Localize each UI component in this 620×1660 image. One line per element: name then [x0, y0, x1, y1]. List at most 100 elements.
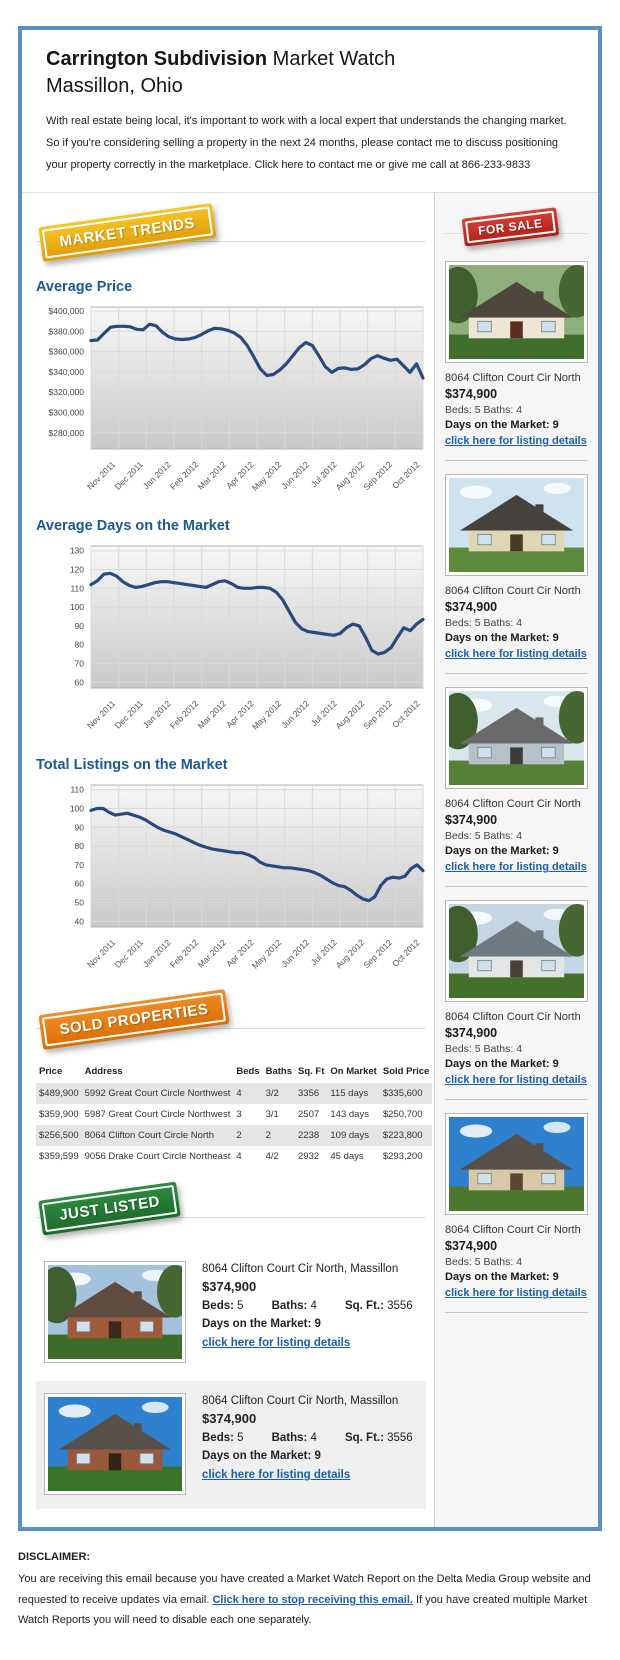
svg-text:70: 70 — [75, 860, 85, 870]
listing-beds-baths: Beds: 5 Baths: 4 — [445, 1043, 523, 1055]
just-listed-card: 8064 Clifton Court Cir North, Massillon … — [36, 1249, 499, 1377]
sold-table-cell: $359,900 — [39, 1109, 79, 1120]
svg-text:Aug 2012: Aug 2012 — [334, 937, 367, 970]
listing-price: $374,900 — [202, 1411, 257, 1426]
listing-photo[interactable] — [445, 474, 588, 576]
listing-beds-baths: Beds: 5 Baths: 4 — [445, 1256, 523, 1268]
listing-details-link[interactable]: click here for listing details — [445, 861, 587, 873]
svg-text:Jan 2012: Jan 2012 — [141, 937, 173, 969]
listing-address: 8064 Clifton Court Cir North — [445, 798, 581, 810]
sold-table-cell: $256,500 — [39, 1130, 79, 1141]
listing-days-on-market: Days on the Market: 9 — [445, 1058, 559, 1070]
sold-table-cell: 2507 — [298, 1109, 320, 1120]
section-divider — [36, 1028, 426, 1029]
listing-details-link[interactable]: click here for listing details — [202, 1469, 351, 1481]
svg-text:110: 110 — [70, 583, 84, 593]
sold-table-cell: $359,599 — [39, 1151, 79, 1162]
email-frame: Carrington Subdivision Market Watch Mass… — [18, 26, 602, 1531]
svg-text:Dec 2011: Dec 2011 — [113, 459, 146, 492]
sold-table-column-header: Sq. Ft — [298, 1066, 325, 1077]
sold-table-cell: $293,200 — [382, 1151, 423, 1162]
svg-text:120: 120 — [70, 565, 84, 575]
listing-sqft: Sq. Ft.: 3556 — [344, 1300, 413, 1312]
listing-address: 8064 Clifton Court Cir North — [445, 372, 581, 384]
listing-photo[interactable] — [44, 1393, 186, 1495]
listing-days-on-market: Days on the Market: 9 — [202, 1450, 321, 1462]
content-columns: MARKET TRENDS Average Price $280,000 $300… — [22, 192, 598, 1527]
sold-table-cell: 5987 Great Court Circle Northwest — [84, 1109, 231, 1120]
sold-table-cell: 2 — [236, 1130, 242, 1141]
for-sale-badge-label: FOR SALE — [464, 210, 556, 244]
sold-table-cell: 3/1 — [265, 1109, 279, 1120]
sold-table-cell: 5992 Great Court Circle Northwest — [84, 1088, 231, 1099]
listing-details-link[interactable]: click here for listing details — [445, 648, 587, 660]
for-sale-listing: 8064 Clifton Court Cir North $374,900 Be… — [445, 687, 588, 887]
listing-days-on-market: Days on the Market: 9 — [445, 632, 559, 644]
listing-beds-baths: Beds: 5 Baths: 4 — [445, 404, 523, 416]
listing-baths: Baths: 4 — [271, 1432, 317, 1444]
svg-text:Aug 2012: Aug 2012 — [334, 459, 367, 492]
svg-text:Dec 2011: Dec 2011 — [113, 698, 146, 731]
svg-text:May 2012: May 2012 — [250, 937, 284, 971]
svg-text:Nov 2011: Nov 2011 — [85, 459, 118, 492]
svg-text:110: 110 — [70, 785, 84, 795]
sold-table-cell: 143 days — [330, 1109, 369, 1120]
svg-text:Feb 2012: Feb 2012 — [168, 459, 201, 492]
svg-text:$320,000: $320,000 — [49, 387, 85, 397]
svg-text:$380,000: $380,000 — [49, 326, 85, 336]
listing-days-on-market: Days on the Market: 9 — [202, 1318, 321, 1330]
market-trends-section: MARKET TRENDS Average Price $280,000 $300… — [36, 203, 426, 980]
svg-text:90: 90 — [75, 621, 85, 631]
listing-photo[interactable] — [445, 261, 588, 363]
total-listings-chart: 40 50 60 70 80 90 100 110 Nov 2011 Dec 2011 Jan 20… — [36, 779, 426, 980]
sold-table-cell: $223,800 — [382, 1130, 423, 1141]
listing-photo[interactable] — [445, 687, 588, 789]
market-trends-badge: MARKET TRENDS — [38, 203, 217, 262]
page-subtitle: Massillon, Ohio — [46, 75, 183, 97]
listing-details-link[interactable]: click here for listing details — [202, 1337, 351, 1349]
listing-photo[interactable] — [445, 900, 588, 1002]
listing-days-on-market: Days on the Market: 9 — [445, 1271, 559, 1283]
sold-table-cell: 3/2 — [265, 1088, 279, 1099]
listing-days-on-market: Days on the Market: 9 — [445, 845, 559, 857]
listing-price: $374,900 — [445, 1239, 498, 1253]
listing-photo[interactable] — [445, 1113, 588, 1215]
listing-price: $374,900 — [445, 813, 498, 827]
sold-table-cell: 4 — [236, 1151, 242, 1162]
sold-table-cell: 115 days — [330, 1088, 369, 1099]
main-column: MARKET TRENDS Average Price $280,000 $300… — [22, 193, 499, 1527]
average-price-chart: $280,000 $300,000 $320,000 $340,000 $360,000… — [36, 301, 426, 502]
listing-photo[interactable] — [44, 1261, 186, 1363]
market-trends-badge-label: MARKET TRENDS — [41, 206, 213, 259]
sold-table-cell: 2932 — [298, 1151, 320, 1162]
section-divider — [36, 1217, 426, 1218]
svg-text:Jun 2012: Jun 2012 — [279, 937, 311, 969]
listing-days-on-market: Days on the Market: 9 — [445, 419, 559, 431]
listing-details-link[interactable]: click here for listing details — [445, 1287, 587, 1299]
sold-table-column-header: Sold Price — [382, 1066, 430, 1077]
svg-text:$360,000: $360,000 — [49, 347, 85, 357]
average-price-heading: Average Price — [36, 279, 133, 295]
just-listed-card: 8064 Clifton Court Cir North, Massillon … — [36, 1381, 499, 1509]
listing-details-link[interactable]: click here for listing details — [445, 1074, 587, 1086]
unsubscribe-link[interactable]: Click here to stop receiving this email. — [212, 1593, 413, 1606]
sold-table-column-header: Beds — [236, 1066, 260, 1077]
svg-text:May 2012: May 2012 — [250, 459, 284, 493]
sold-table-cell: $489,900 — [39, 1088, 79, 1099]
sold-table-cell: 2238 — [298, 1130, 320, 1141]
svg-text:90: 90 — [75, 822, 85, 832]
listing-price: $374,900 — [445, 387, 498, 401]
svg-text:70: 70 — [75, 659, 85, 669]
listing-details-link[interactable]: click here for listing details — [445, 435, 587, 447]
sold-table-cell: $335,600 — [382, 1088, 423, 1099]
disclaimer-heading: DISCLAIMER: — [18, 1551, 91, 1563]
svg-text:Mar 2012: Mar 2012 — [196, 459, 229, 492]
svg-text:Sep 2012: Sep 2012 — [361, 698, 394, 731]
svg-text:Nov 2011: Nov 2011 — [85, 937, 118, 970]
email-header: Carrington Subdivision Market Watch Mass… — [22, 30, 598, 192]
svg-text:40: 40 — [75, 916, 85, 926]
sold-table-cell: 3 — [236, 1109, 242, 1120]
svg-text:$280,000: $280,000 — [49, 428, 85, 438]
svg-text:50: 50 — [75, 898, 85, 908]
sold-table-row: $359,599 9056 Drake Court Circle Northeas… — [36, 1146, 432, 1167]
